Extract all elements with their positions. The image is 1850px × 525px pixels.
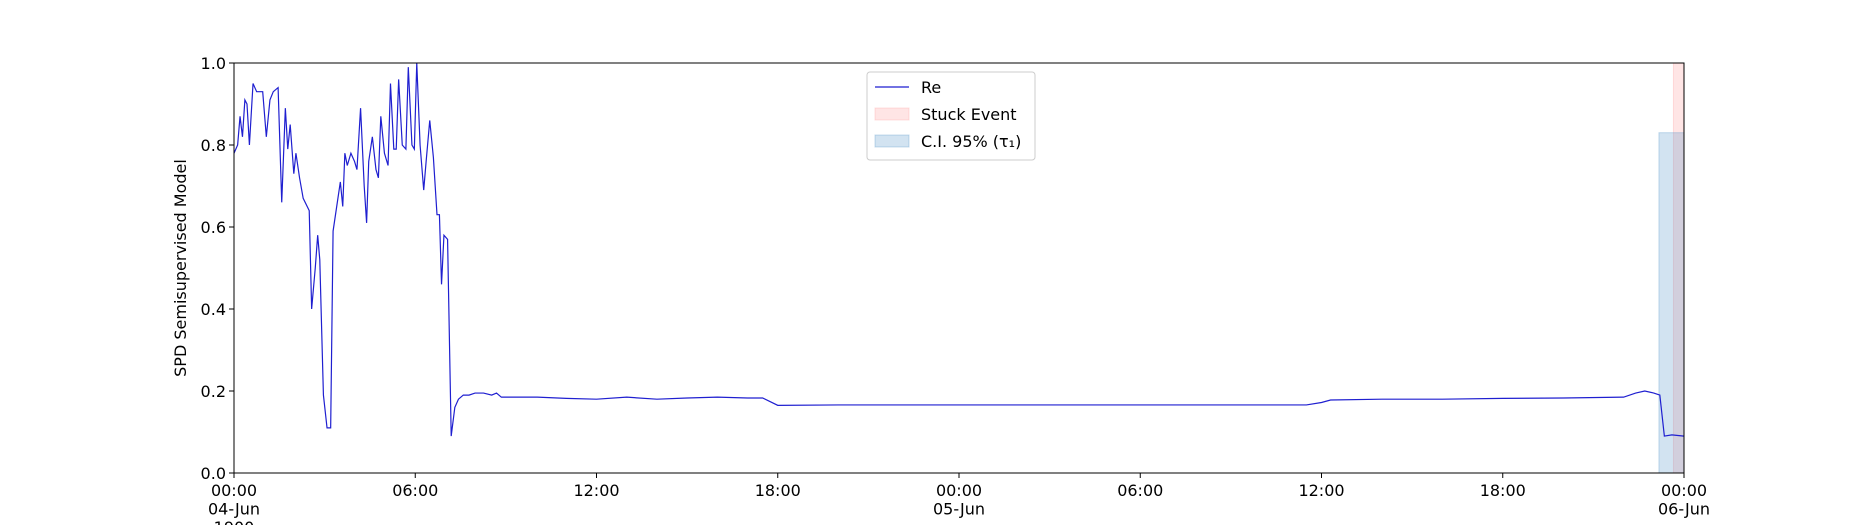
x-tick-label: 12:00	[573, 481, 619, 500]
y-tick-label: 0.0	[201, 464, 226, 483]
x-tick-label: 00:00 05-Jun	[933, 481, 985, 518]
y-tick-label: 1.0	[201, 54, 226, 73]
legend-label: C.I. 95% (τ₁)	[921, 132, 1021, 151]
y-tick-label: 0.2	[201, 382, 226, 401]
legend: Re Stuck Event C.I. 95% (τ₁)	[866, 71, 1036, 161]
legend-frame	[866, 71, 1036, 161]
x-tick-label: 06:00	[392, 481, 438, 500]
legend-swatch	[874, 134, 910, 148]
legend-label: Re	[921, 78, 941, 97]
x-tick-label: 12:00	[1298, 481, 1344, 500]
x-tick-label: 18:00	[755, 481, 801, 500]
x-tick-label: 18:00	[1480, 481, 1526, 500]
y-axis-label: SPD Semisupervised Model	[171, 159, 190, 377]
y-tick-label: 0.6	[201, 218, 226, 237]
x-tick-label: 06:00	[1117, 481, 1163, 500]
y-tick-label: 0.8	[201, 136, 226, 155]
y-tick-label: 0.4	[201, 300, 226, 319]
legend-label: Stuck Event	[921, 105, 1017, 124]
x-tick-label: 00:00 06-Jun	[1658, 481, 1710, 518]
legend-swatch	[874, 107, 910, 121]
line	[233, 62, 1685, 437]
